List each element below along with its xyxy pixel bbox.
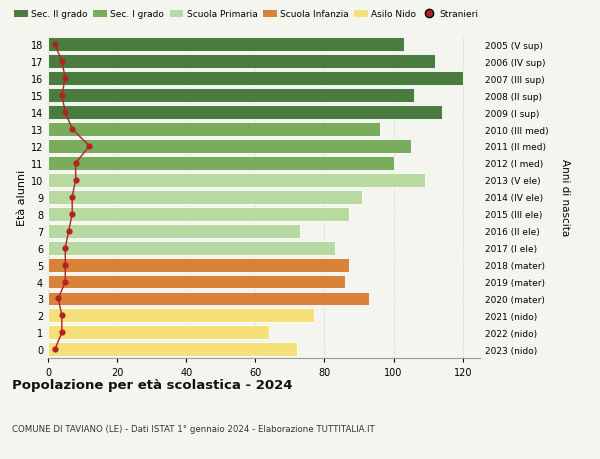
Text: Popolazione per età scolastica - 2024: Popolazione per età scolastica - 2024 [12,379,293,392]
Point [61,109,70,117]
Bar [48,157,394,170]
Legend: Sec. II grado, Sec. I grado, Scuola Primaria, Scuola Infanzia, Asilo Nido, Stran: Sec. II grado, Sec. I grado, Scuola Prim… [11,7,482,23]
Bar [48,190,362,204]
Point [61,245,70,252]
Bar [48,292,370,306]
Bar [48,275,345,289]
Point [57,329,67,336]
Point [57,58,67,66]
Point [61,75,70,83]
Point [67,126,77,134]
Point [71,160,80,167]
Bar [48,241,335,255]
Text: COMUNE DI TAVIANO (LE) - Dati ISTAT 1° gennaio 2024 - Elaborazione TUTTITALIA.IT: COMUNE DI TAVIANO (LE) - Dati ISTAT 1° g… [12,425,375,434]
Y-axis label: Età alunni: Età alunni [17,169,26,225]
Bar [48,72,463,86]
Point [53,295,63,302]
Bar [48,258,349,272]
Bar [48,224,300,238]
Bar [48,106,442,120]
Bar [48,38,404,52]
Point [85,143,94,150]
Point [57,312,67,319]
Bar [48,174,425,187]
Point [57,92,67,100]
Point [61,261,70,269]
Bar [48,326,269,340]
Point [67,194,77,201]
Point [64,228,74,235]
Point [67,211,77,218]
Point [50,346,60,353]
Y-axis label: Anni di nascita: Anni di nascita [560,159,569,236]
Bar [48,89,415,103]
Bar [48,309,314,323]
Bar [48,55,435,69]
Bar [48,140,411,154]
Point [50,41,60,49]
Point [61,278,70,285]
Bar [48,207,349,221]
Point [71,177,80,184]
Bar [48,123,380,137]
Bar [48,342,297,357]
